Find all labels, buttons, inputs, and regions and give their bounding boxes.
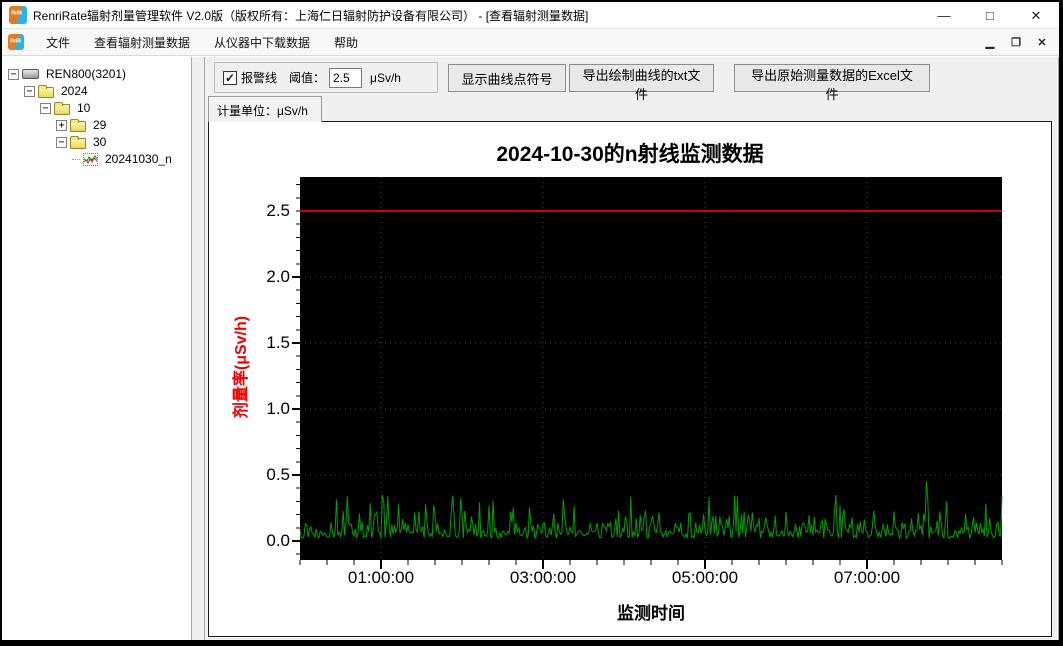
tree-node-ren800[interactable]: − REN800(3201) [2, 66, 191, 82]
collapse-icon[interactable]: − [8, 68, 19, 80]
tree-node-29[interactable]: +29 [2, 117, 191, 133]
main-panel: ✓ 报警线 阈值： μSv/h 显示曲线点符号 导出绘制曲线的txt文件 导出原… [205, 57, 1059, 640]
alarm-line-label: 报警线 [241, 71, 278, 85]
export-txt-button[interactable]: 导出绘制曲线的txt文件 [569, 64, 714, 102]
tree-node-label: 2024 [61, 84, 88, 98]
child-restore-button[interactable]: ❐ [1011, 36, 1021, 49]
tree-node-20241030-n[interactable]: 20241030_n [2, 151, 191, 167]
y-tick-label: 0.5 [266, 465, 290, 484]
device-icon [22, 69, 39, 79]
close-button[interactable]: ✕ [1030, 7, 1042, 23]
app-body: − REN800(3201) −2024−10 +29−30 20241030_n ✓ … [2, 57, 1059, 640]
tree-node-label: 29 [93, 118, 107, 132]
window-title: RenriRate辐射剂量管理软件 V2.0版（版权所有：上海仁日辐射防护设备有… [33, 8, 589, 23]
folder-icon [54, 101, 70, 115]
titlebar: RenriRate辐射剂量管理软件 V2.0版（版权所有：上海仁日辐射防护设备有… [2, 2, 1059, 29]
tab-measurement-unit[interactable]: 计量单位：μSv/h [208, 96, 322, 122]
collapse-icon[interactable]: − [40, 102, 51, 114]
y-tick-label: 0.0 [266, 531, 290, 550]
x-tick-label: 07:00:00 [833, 568, 901, 587]
y-tick-label: 1.5 [266, 333, 290, 352]
chart-title: 2024-10-30的n射线监测数据 [496, 143, 764, 166]
child-minimize-button[interactable]: ▁ [985, 36, 995, 49]
maximize-button[interactable]: □ [986, 8, 994, 23]
show-curve-points-button[interactable]: 显示曲线点符号 [448, 64, 566, 92]
tree-node-30[interactable]: − 30 [2, 134, 191, 150]
window-controls: — □ ✕ [921, 2, 1059, 29]
alarm-settings-group: ✓ 报警线 阈值： μSv/h [214, 62, 438, 93]
folder-icon [70, 118, 86, 132]
menu-view-measurement-data[interactable]: 查看辐射测量数据 [94, 35, 191, 50]
x-axis-title: 监测时间 [617, 604, 685, 623]
collapse-icon[interactable]: − [24, 85, 35, 97]
panel-splitter[interactable] [191, 57, 205, 640]
threshold-unit-label: μSv/h [370, 70, 401, 85]
y-tick-label: 1.0 [266, 399, 290, 418]
expand-icon[interactable]: + [56, 119, 67, 131]
menubar: 文件 查看辐射测量数据 从仪器中下载数据 帮助 ▁ ❐ ✕ [2, 29, 1059, 56]
menu-download-from-instrument[interactable]: 从仪器中下载数据 [214, 35, 311, 50]
chart-file-icon [83, 152, 98, 166]
x-tick-label: 05:00:00 [671, 568, 739, 587]
tree-node-label: REN800(3201) [46, 67, 127, 81]
menu-help[interactable]: 帮助 [334, 35, 359, 50]
tree-node-label: 30 [93, 135, 107, 149]
threshold-input[interactable] [329, 67, 363, 88]
app-icon [9, 6, 27, 24]
menu-items: 文件 查看辐射测量数据 从仪器中下载数据 帮助 [34, 29, 370, 56]
chart-plot [292, 177, 1003, 569]
x-tick-label: 01:00:00 [347, 568, 415, 587]
child-window-icon [8, 34, 24, 50]
device-tree: − REN800(3201) −2024−10 +29−30 20241030_n [2, 57, 191, 640]
y-tick-label: 2.5 [266, 201, 290, 220]
tree-node-label: 10 [77, 101, 91, 115]
y-tick-label: 2.0 [266, 267, 290, 286]
folder-icon [70, 135, 86, 149]
minimize-button[interactable]: — [937, 8, 951, 23]
alarm-line-checkbox[interactable]: ✓ [223, 70, 237, 85]
collapse-icon[interactable]: − [56, 136, 67, 148]
threshold-label: 阈值： [289, 71, 326, 85]
export-excel-button[interactable]: 导出原始测量数据的Excel文件 [734, 64, 930, 102]
folder-icon [38, 84, 54, 98]
tree-node-label: 20241030_n [105, 152, 172, 166]
chart-page: 2024-10-30的n射线监测数据 剂量率(μSv/h) 监测时间 0.0 0.… [208, 121, 1052, 637]
tree-connector [72, 158, 80, 160]
tree-node-2024[interactable]: − 2024 [2, 83, 191, 99]
child-window-controls: ▁ ❐ ✕ [979, 32, 1053, 52]
child-close-button[interactable]: ✕ [1037, 36, 1047, 49]
menu-file[interactable]: 文件 [46, 35, 71, 50]
tree-node-10[interactable]: − 10 [2, 100, 191, 116]
x-tick-label: 03:00:00 [509, 568, 577, 587]
